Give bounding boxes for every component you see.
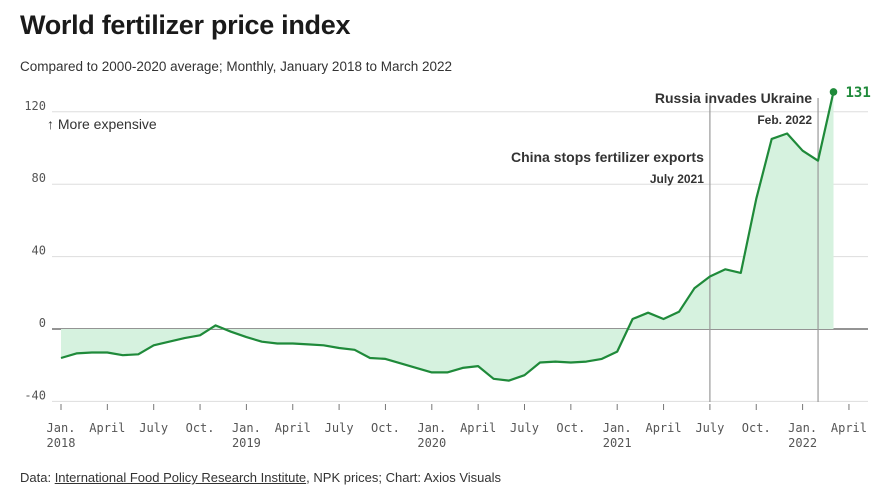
more-expensive-label: ↑ More expensive: [47, 116, 157, 132]
x-year-label: 2019: [232, 436, 261, 450]
y-tick-label: 40: [32, 244, 46, 258]
end-value-label: 131: [846, 85, 871, 101]
y-tick-label: 80: [32, 171, 46, 185]
x-tick-label: Jan.: [603, 421, 632, 435]
series-line-layer: [60, 88, 838, 382]
x-tick-label: Jan.: [788, 421, 817, 435]
area-fill: [61, 91, 834, 381]
x-tick-label: Jan.: [47, 421, 76, 435]
x-year-label: 2020: [417, 436, 446, 450]
source-link[interactable]: International Food Policy Research Insti…: [54, 470, 307, 485]
x-year-label: 2022: [788, 436, 817, 450]
footer-suffix: , NPK prices; Chart: Axios Visuals: [306, 470, 501, 485]
annotation-title: Russia invades Ukraine: [655, 90, 812, 106]
x-tick-label: April: [89, 421, 125, 435]
x-tick-label: Jan.: [417, 421, 446, 435]
chart-footer: Data: International Food Policy Research…: [20, 470, 501, 485]
x-tick-label: Oct.: [186, 421, 215, 435]
annotation-title: China stops fertilizer exports: [511, 149, 704, 165]
series-line: [60, 91, 835, 382]
x-tick-label: April: [460, 421, 496, 435]
y-tick-label: 0: [39, 316, 46, 330]
chart-title: World fertilizer price index: [20, 10, 351, 40]
annotation-date: Feb. 2022: [757, 113, 812, 127]
x-year-label: 2021: [603, 436, 632, 450]
x-tick-label: April: [275, 421, 311, 435]
end-point: [829, 88, 838, 96]
chart-subtitle: Compared to 2000-2020 average; Monthly, …: [20, 59, 453, 74]
area-fill-layer: [61, 91, 834, 381]
x-tick-label: Oct.: [371, 421, 400, 435]
x-year-label: 2018: [47, 436, 76, 450]
x-tick-label: April: [831, 421, 867, 435]
x-tick-label: April: [645, 421, 681, 435]
y-tick-label: -40: [24, 388, 46, 402]
annotations: China stops fertilizer exports July 2021 R…: [511, 90, 819, 402]
annotation-date: July 2021: [650, 172, 704, 186]
x-tick-label: Oct.: [742, 421, 771, 435]
x-tick-label: July: [325, 421, 354, 435]
x-tick-label: Oct.: [556, 421, 585, 435]
x-tick-label: July: [695, 421, 724, 435]
y-tick-label: 120: [24, 99, 46, 113]
x-tick-label: July: [139, 421, 168, 435]
x-tick-label: July: [510, 421, 539, 435]
footer-prefix: Data:: [20, 470, 55, 485]
x-tick-label: Jan.: [232, 421, 261, 435]
